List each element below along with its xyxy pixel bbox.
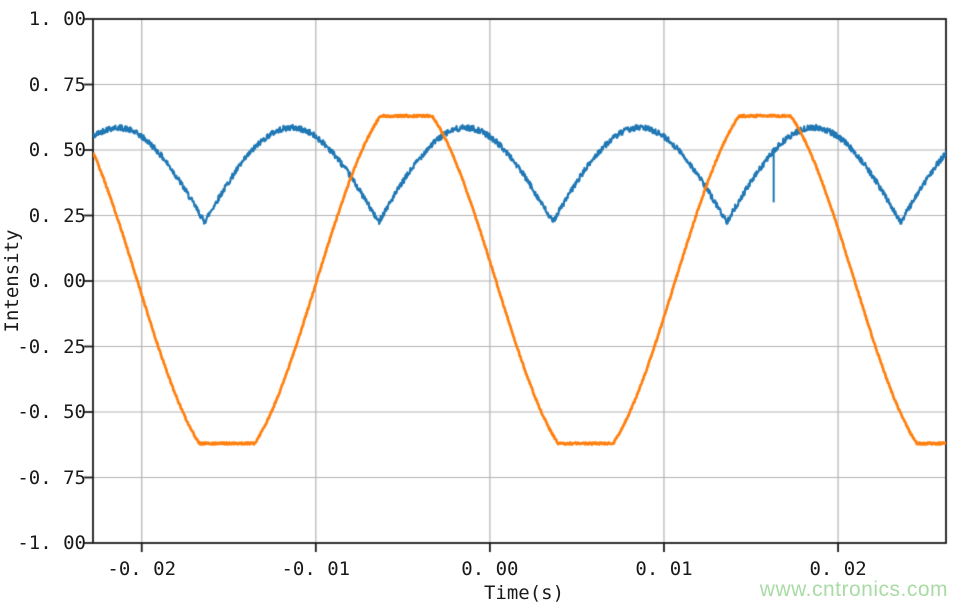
- watermark-text: www.cntronics.com: [759, 578, 948, 601]
- y-tick-label: 0. 25: [28, 204, 86, 227]
- y-tick-label: -1. 00: [17, 532, 86, 554]
- y-axis-title: Intensity: [1, 229, 23, 333]
- y-tick-label: 0. 50: [28, 139, 86, 161]
- y-tick-label: 0. 75: [28, 73, 86, 96]
- x-tick-label: -0. 01: [281, 558, 351, 580]
- x-tick-label: -0. 02: [107, 558, 177, 580]
- x-tick-label: 0. 02: [809, 558, 867, 580]
- y-tick-label: 1. 00: [28, 8, 86, 30]
- y-tick-label: 0. 00: [28, 270, 86, 292]
- y-tick-label: -0. 25: [17, 335, 86, 358]
- y-tick-label: -0. 50: [17, 401, 86, 423]
- x-tick-label: 0. 01: [635, 558, 693, 580]
- x-tick-label: 0. 00: [461, 558, 519, 580]
- x-axis-title: Time(s): [483, 582, 565, 604]
- y-tick-label: -0. 75: [17, 466, 86, 489]
